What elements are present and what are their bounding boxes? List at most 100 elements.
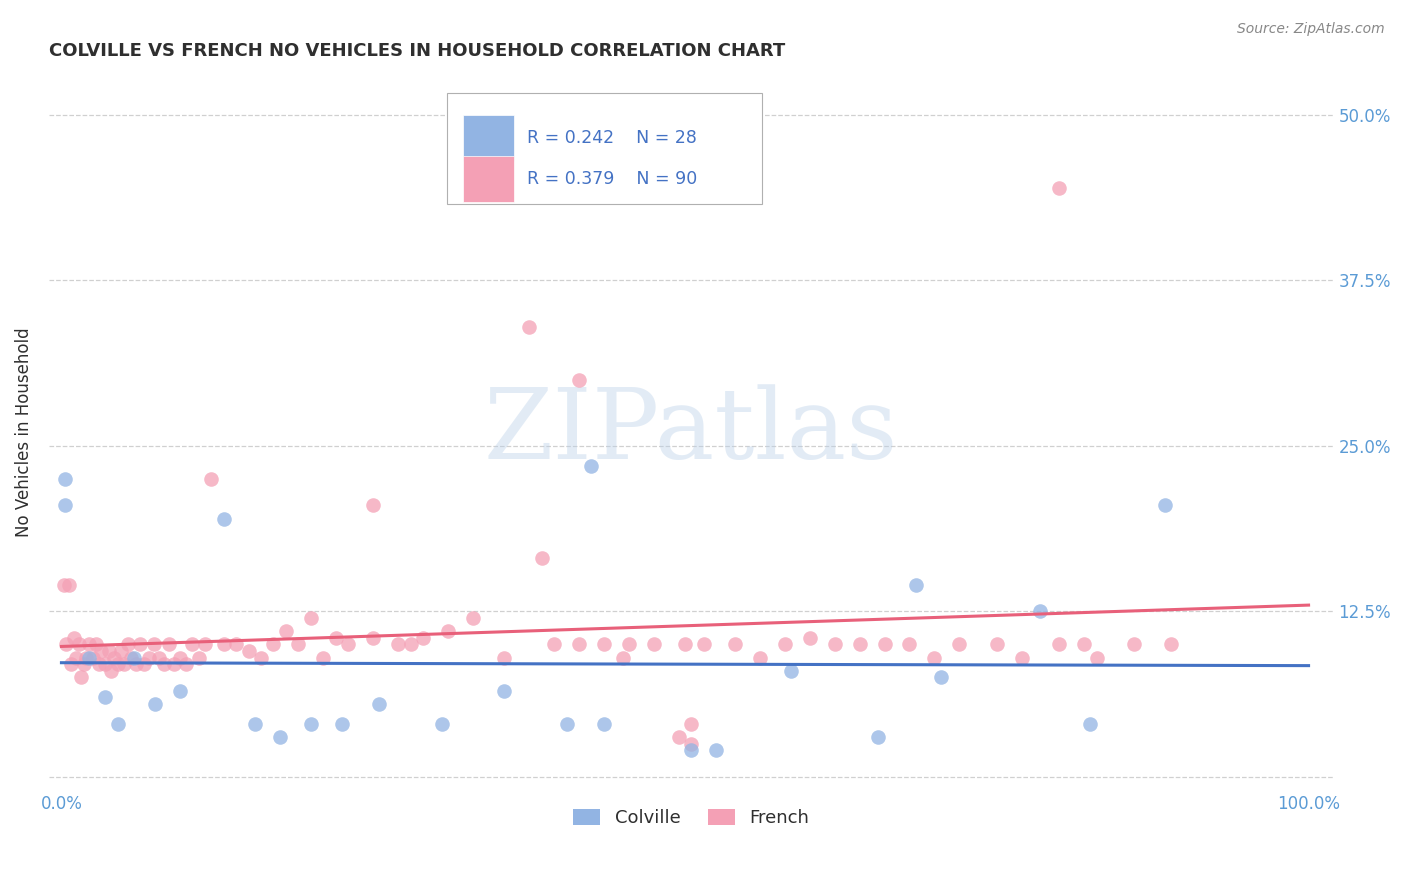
Point [799, 631, 821, 645]
Point [948, 637, 970, 651]
Point [250, 650, 273, 665]
Legend: Colville, French: Colville, French [567, 802, 817, 835]
Point [543, 637, 565, 651]
Point [868, 730, 890, 744]
Point [1078, 716, 1101, 731]
Point [681, 743, 703, 757]
FancyBboxPatch shape [463, 155, 515, 202]
Text: R = 0.242    N = 28: R = 0.242 N = 28 [527, 129, 697, 147]
Point [430, 716, 453, 731]
Point [112, 657, 135, 672]
Point [55, 637, 77, 651]
Y-axis label: No Vehicles in Household: No Vehicles in Household [15, 327, 32, 537]
Point [581, 458, 603, 473]
Point [693, 637, 716, 651]
Point [138, 650, 160, 665]
Point [163, 657, 186, 672]
Point [287, 637, 309, 651]
Point [986, 637, 1008, 651]
Point [1047, 637, 1070, 651]
Point [52, 578, 75, 592]
Point [75, 650, 97, 665]
Point [530, 551, 553, 566]
Point [1011, 650, 1033, 665]
Point [212, 637, 235, 651]
Point [681, 716, 703, 731]
Point [243, 716, 266, 731]
Point [748, 650, 770, 665]
Point [53, 472, 76, 486]
Point [129, 637, 152, 651]
Point [157, 637, 180, 651]
Point [361, 499, 384, 513]
Point [70, 670, 93, 684]
Point [1029, 604, 1052, 618]
Point [262, 637, 284, 651]
Point [169, 650, 191, 665]
Point [924, 650, 946, 665]
Point [269, 730, 291, 744]
Point [90, 644, 112, 658]
Point [824, 637, 846, 651]
Point [142, 637, 165, 651]
Point [148, 650, 170, 665]
Point [107, 716, 129, 731]
Point [65, 650, 87, 665]
Point [681, 737, 703, 751]
Point [848, 637, 870, 651]
Point [117, 637, 139, 651]
Text: Source: ZipAtlas.com: Source: ZipAtlas.com [1237, 22, 1385, 37]
Point [929, 670, 952, 684]
Point [225, 637, 247, 651]
Point [643, 637, 665, 651]
Point [724, 637, 747, 651]
Point [361, 631, 384, 645]
Point [110, 644, 132, 658]
FancyBboxPatch shape [463, 115, 515, 161]
Point [325, 631, 347, 645]
Point [100, 664, 122, 678]
Point [143, 697, 166, 711]
Point [169, 683, 191, 698]
Point [1073, 637, 1095, 651]
Point [773, 637, 796, 651]
Point [330, 716, 353, 731]
Point [200, 472, 222, 486]
Point [780, 664, 803, 678]
Point [299, 611, 322, 625]
Point [494, 650, 516, 665]
Point [299, 716, 322, 731]
Point [517, 319, 540, 334]
Point [399, 637, 422, 651]
Point [238, 644, 260, 658]
Point [368, 697, 391, 711]
Point [412, 631, 434, 645]
Point [593, 716, 616, 731]
Point [122, 650, 145, 665]
Point [152, 657, 174, 672]
Point [194, 637, 217, 651]
Text: R = 0.379    N = 90: R = 0.379 N = 90 [527, 169, 697, 188]
Point [461, 611, 484, 625]
Point [898, 637, 921, 651]
Point [568, 637, 591, 651]
Point [387, 637, 409, 651]
Point [94, 690, 117, 705]
Point [107, 657, 129, 672]
Point [704, 743, 727, 757]
Point [593, 637, 616, 651]
Point [120, 650, 142, 665]
Point [87, 657, 110, 672]
Point [437, 624, 460, 639]
Point [86, 637, 108, 651]
Point [1123, 637, 1146, 651]
Point [673, 637, 696, 651]
Point [53, 499, 76, 513]
Point [67, 637, 90, 651]
Point [1085, 650, 1108, 665]
Point [212, 511, 235, 525]
Point [60, 657, 83, 672]
Point [63, 631, 86, 645]
Point [82, 650, 104, 665]
Point [181, 637, 204, 651]
